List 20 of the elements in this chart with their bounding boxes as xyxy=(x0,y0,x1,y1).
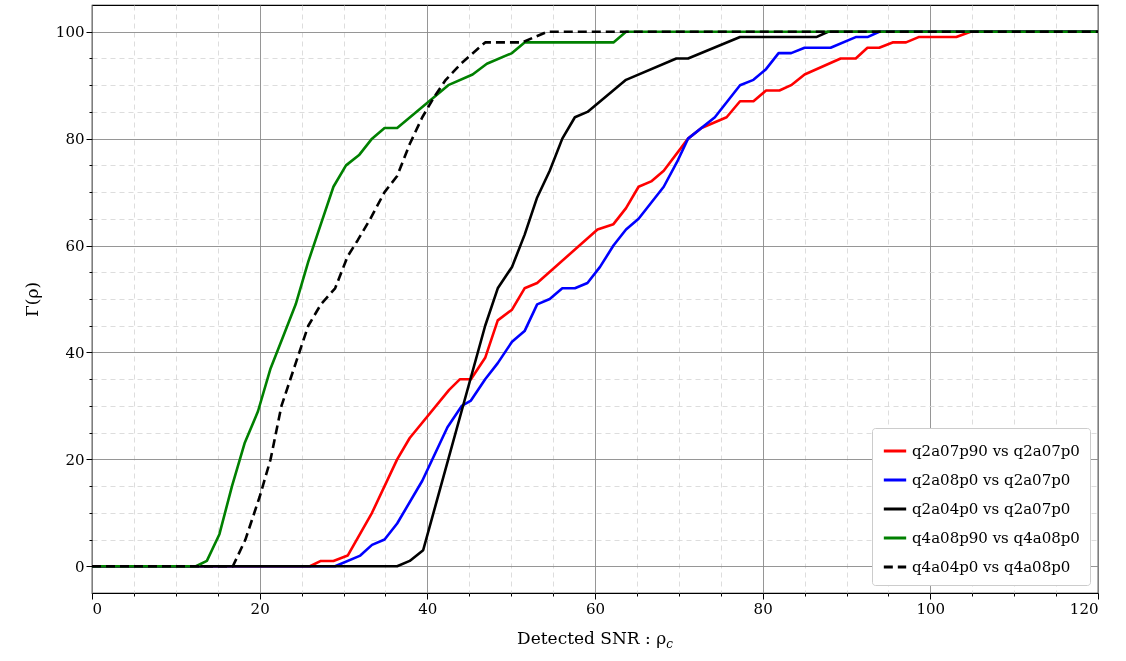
x-tick-label: 40 xyxy=(418,599,438,618)
x-tick-label: 60 xyxy=(585,599,606,618)
legend-label: q2a07p90 vs q2a07p0 xyxy=(912,442,1080,460)
x-tick-label: 0 xyxy=(92,599,103,618)
legend-label: q2a04p0 vs q2a07p0 xyxy=(912,500,1071,518)
x-tick-label: 120 xyxy=(1069,599,1099,618)
y-tick-label: 80 xyxy=(65,130,85,149)
y-tick-label: 0 xyxy=(74,557,85,576)
legend-label: q2a08p0 vs q2a07p0 xyxy=(912,471,1071,489)
y-axis-title: Γ(ρ) xyxy=(21,281,42,318)
x-tick-label: 80 xyxy=(753,599,773,618)
x-tick-label: 20 xyxy=(250,599,270,618)
x-tick-label: 100 xyxy=(916,599,946,618)
y-tick-label: 20 xyxy=(65,450,85,469)
legend-label: q4a04p0 vs q4a08p0 xyxy=(912,558,1071,576)
legend-label: q4a08p90 vs q4a08p0 xyxy=(912,529,1080,547)
y-tick-label: 40 xyxy=(65,343,85,362)
x-axis-title: Detected SNR : ρ$_{c}$ xyxy=(516,628,674,652)
y-tick-label: 100 xyxy=(55,23,85,42)
y-tick-label: 60 xyxy=(65,237,85,256)
